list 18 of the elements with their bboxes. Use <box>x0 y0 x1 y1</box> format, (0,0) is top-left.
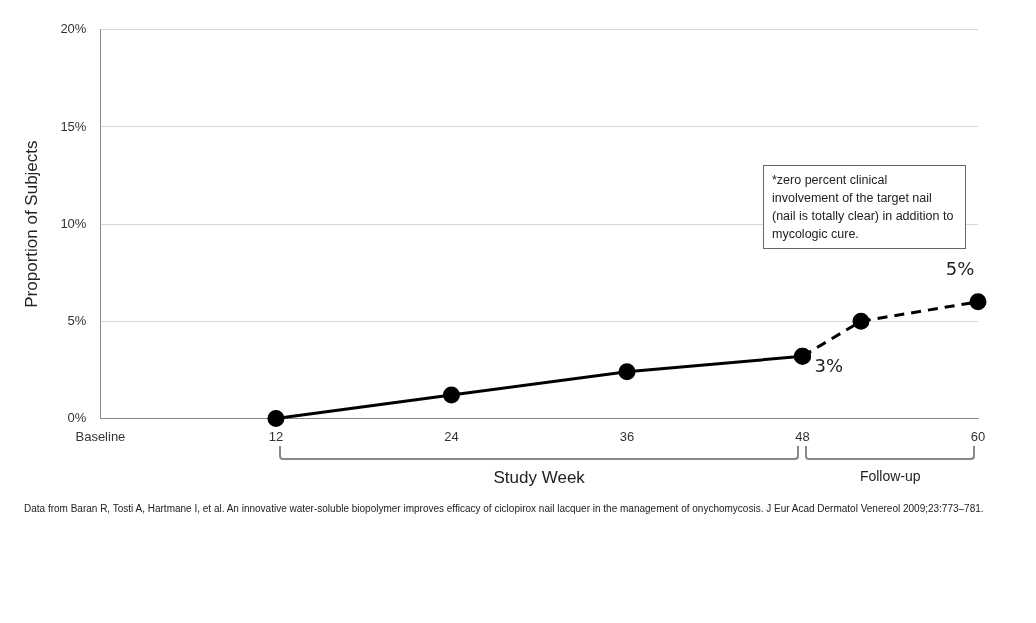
annotation: 5% <box>945 258 975 280</box>
y-axis-title: Proportion of Subjects <box>21 140 41 308</box>
x-tick-label: 60 <box>970 428 986 444</box>
y-tick-label: 5% <box>67 312 87 328</box>
x-tick-label: 36 <box>619 428 635 444</box>
text: Follow-up <box>858 468 922 485</box>
x-axis-title: Study Week <box>492 468 586 489</box>
y-tick-label: 10% <box>60 215 87 231</box>
y-tick-label: 0% <box>67 409 87 425</box>
annotation: *zero percent clinical involvement of the target nail (nail is totally clear) in addition to mycologic cure. <box>763 164 966 249</box>
x-tick-label: 12 <box>268 428 284 444</box>
y-tick-label: 20% <box>60 21 87 37</box>
y-tick-label: 15% <box>60 118 87 134</box>
x-tick-label: 48 <box>795 428 810 444</box>
annotation: 3% <box>814 354 844 376</box>
x-tick-label: Baseline <box>75 428 126 444</box>
x-tick-label: 24 <box>444 428 459 444</box>
text: Data from Baran R, Tosti A, Hartmane I, et al. An innovative water-soluble biopolymer improves efficacy of ciclopirox nail lacquer in the management of onychomycosis. J Eur Acad Dermatol Venereol 2009;23:773–781. <box>24 502 985 515</box>
